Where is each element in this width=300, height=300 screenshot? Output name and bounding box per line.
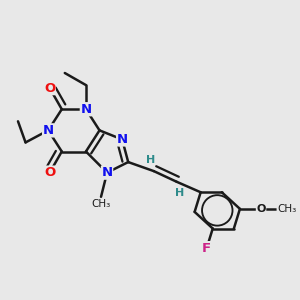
Text: O: O: [44, 82, 55, 94]
Text: O: O: [44, 166, 55, 179]
Text: F: F: [202, 242, 211, 255]
Text: CH₃: CH₃: [277, 204, 296, 214]
Text: H: H: [175, 188, 184, 198]
Text: O: O: [256, 204, 266, 214]
Text: CH₃: CH₃: [92, 199, 111, 209]
Text: N: N: [80, 103, 92, 116]
Text: H: H: [146, 155, 155, 165]
Text: N: N: [101, 166, 112, 179]
Text: N: N: [117, 133, 128, 146]
Text: N: N: [43, 124, 54, 137]
